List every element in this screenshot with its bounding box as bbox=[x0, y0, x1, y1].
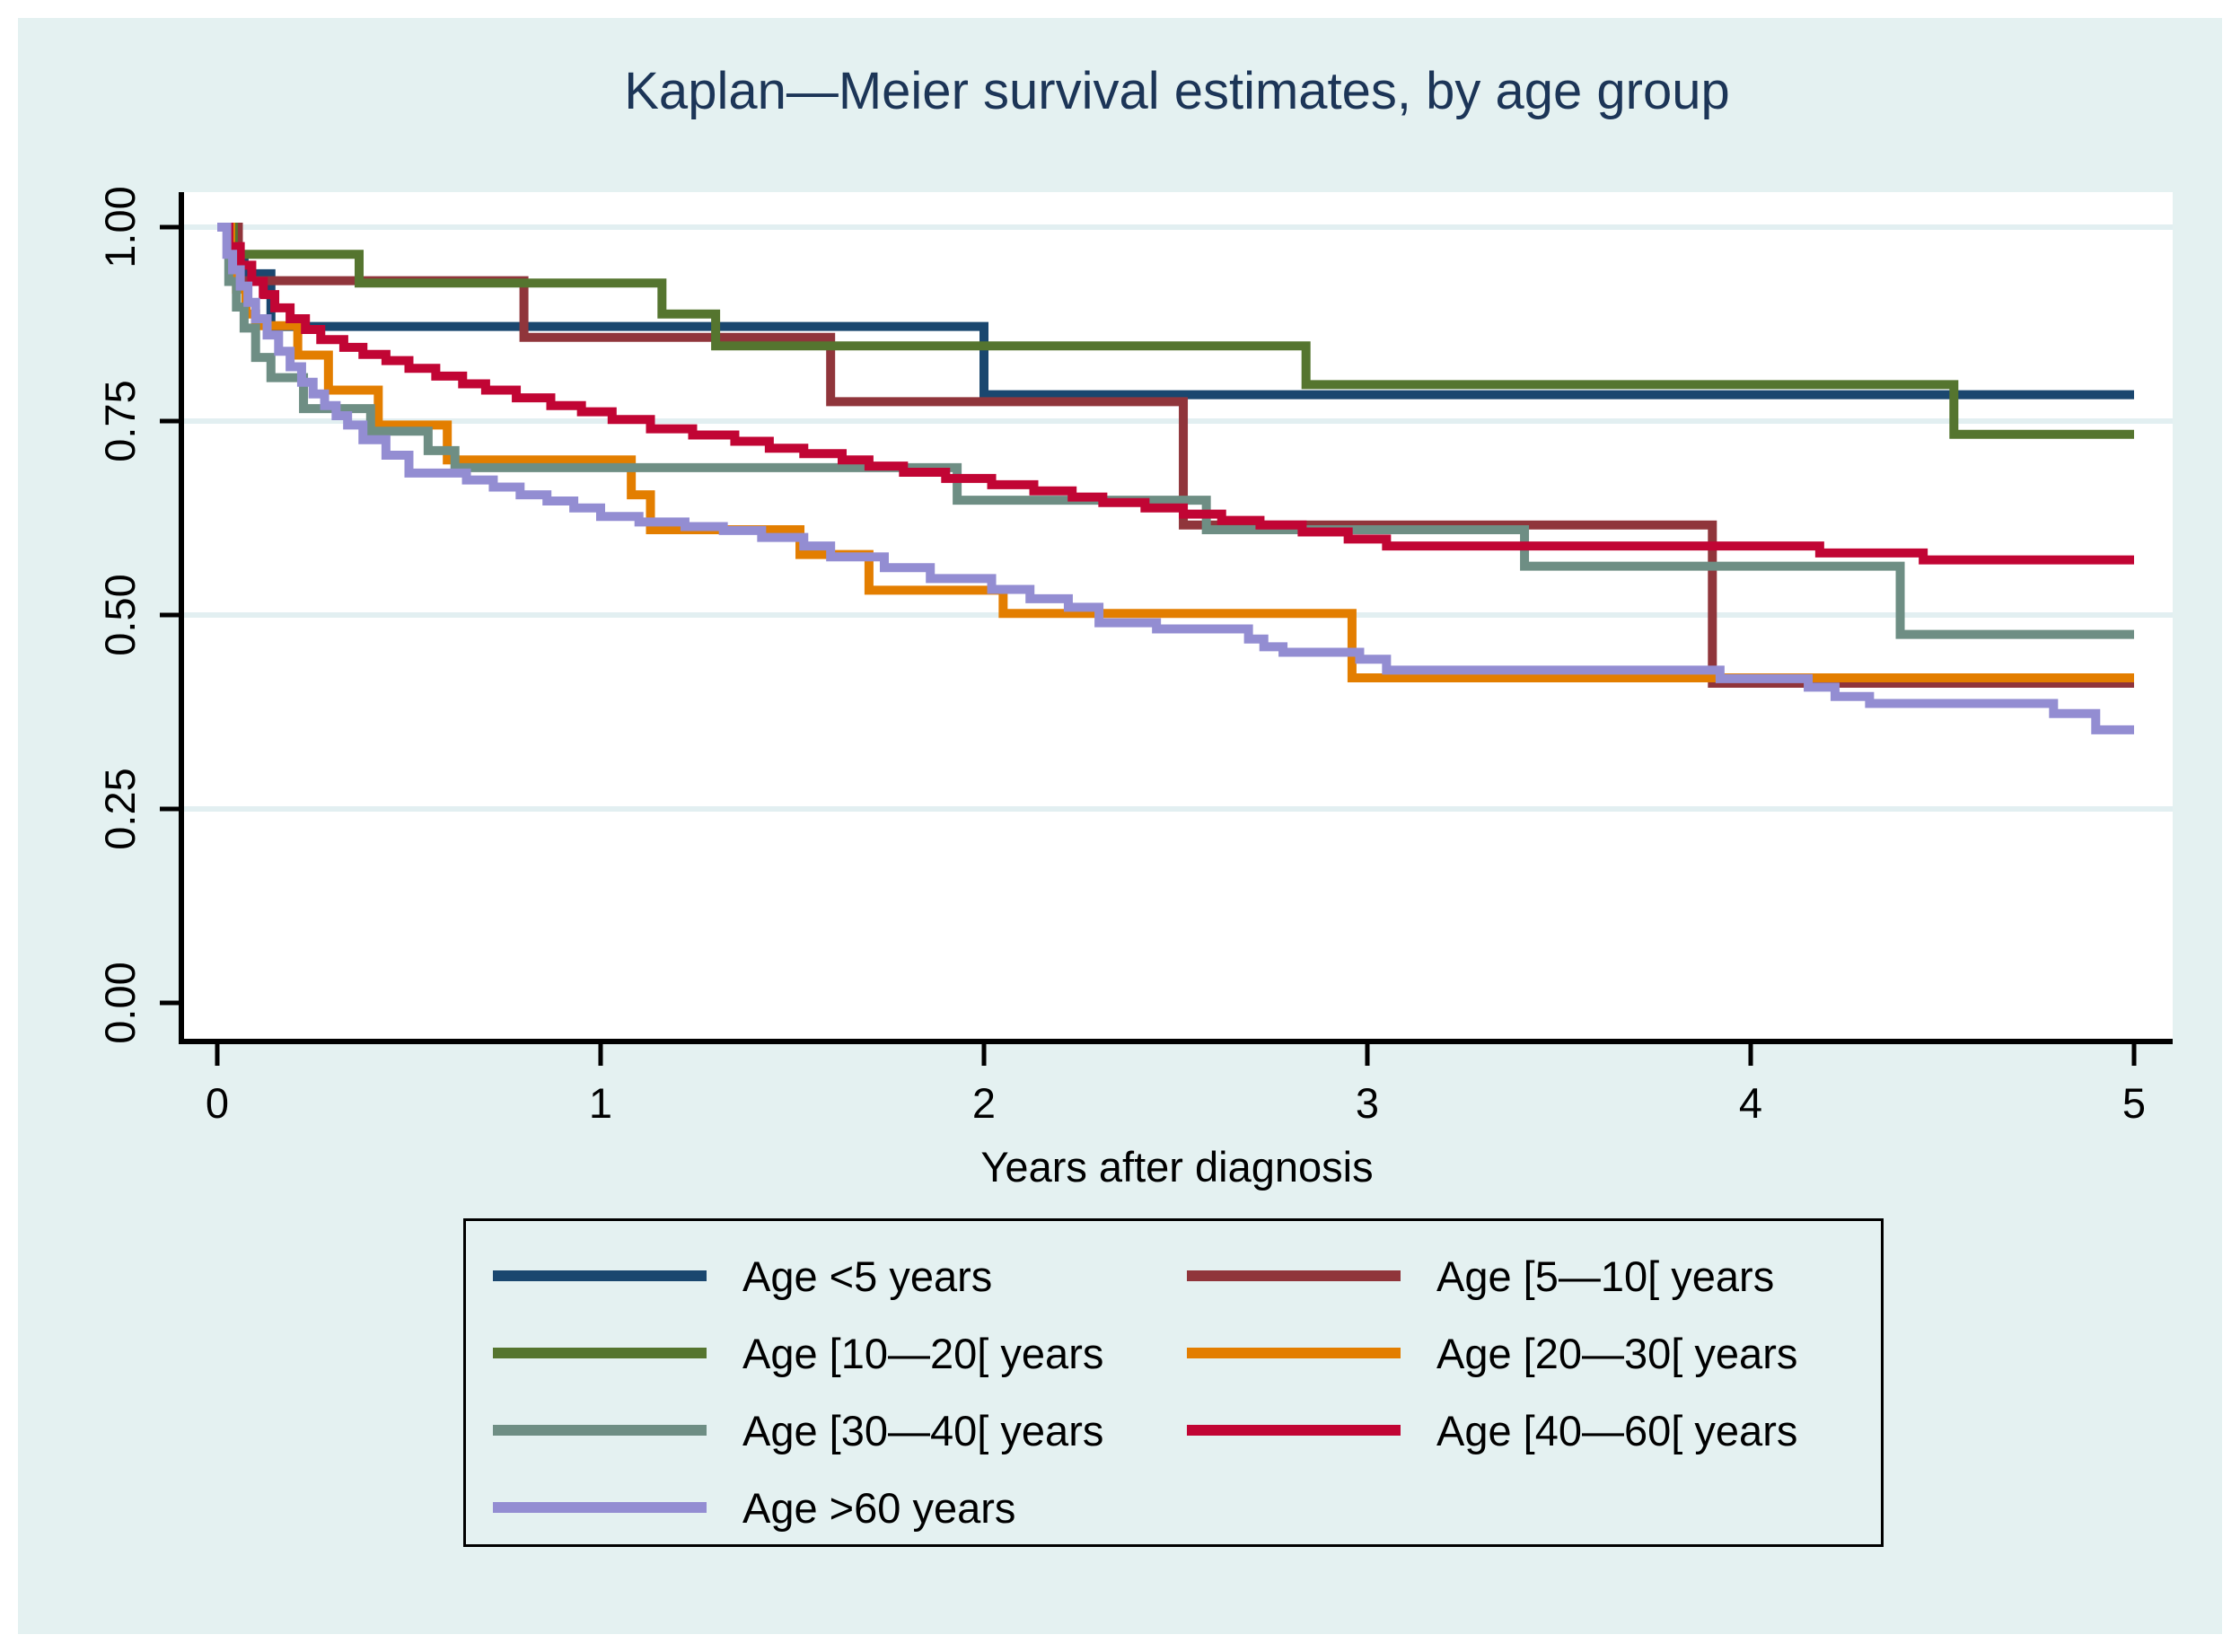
legend-item: Age [5—10[ years bbox=[1187, 1237, 1881, 1314]
legend-label: Age [40—60[ years bbox=[1436, 1406, 1798, 1454]
legend-swatch bbox=[493, 1502, 707, 1513]
series-curve-5 bbox=[217, 223, 2134, 565]
x-tick-label: 3 bbox=[1356, 1079, 1379, 1127]
legend-label: Age >60 years bbox=[742, 1483, 1016, 1532]
y-tick-label: 1.00 bbox=[96, 186, 144, 268]
legend-item: Age <5 years bbox=[493, 1237, 1187, 1314]
legend-label: Age [30—40[ years bbox=[742, 1406, 1104, 1454]
legend-item: Age >60 years bbox=[493, 1469, 1187, 1546]
legend-swatch bbox=[1187, 1348, 1401, 1358]
legend-item: Age [40—60[ years bbox=[1187, 1392, 1881, 1469]
legend-swatch bbox=[493, 1270, 707, 1281]
legend: Age <5 years Age [10—20[ years Age [30—40[… bbox=[463, 1218, 1884, 1547]
legend-swatch bbox=[493, 1425, 707, 1436]
x-tick-label: 4 bbox=[1739, 1079, 1762, 1127]
series-curve-4 bbox=[217, 223, 2134, 639]
legend-label: Age [5—10[ years bbox=[1436, 1252, 1775, 1300]
y-tick-label: 0.25 bbox=[96, 768, 144, 849]
series-curve-2 bbox=[217, 223, 2134, 439]
x-tick-label: 1 bbox=[589, 1079, 612, 1127]
series-curve-0 bbox=[217, 223, 2134, 400]
series-curve-3 bbox=[217, 223, 2134, 682]
y-tick-label: 0.00 bbox=[96, 962, 144, 1043]
y-tick-label: 0.75 bbox=[96, 380, 144, 461]
legend-swatch bbox=[1187, 1425, 1401, 1436]
x-axis-title: Years after diagnosis bbox=[980, 1143, 1374, 1191]
series-curve-6 bbox=[217, 223, 2134, 734]
y-tick-label: 0.50 bbox=[96, 574, 144, 655]
x-tick-label: 5 bbox=[2122, 1079, 2146, 1127]
legend-label: Age [20—30[ years bbox=[1436, 1329, 1798, 1377]
legend-label: Age <5 years bbox=[742, 1252, 993, 1300]
chart-title: Kaplan—Meier survival estimates, by age … bbox=[624, 62, 1730, 120]
x-tick-label: 2 bbox=[972, 1079, 996, 1127]
legend-swatch bbox=[493, 1348, 707, 1358]
legend-item: Age [30—40[ years bbox=[493, 1392, 1187, 1469]
legend-label: Age [10—20[ years bbox=[742, 1329, 1104, 1377]
legend-item: Age [10—20[ years bbox=[493, 1314, 1187, 1392]
legend-swatch bbox=[1187, 1270, 1401, 1281]
x-tick-label: 0 bbox=[206, 1079, 229, 1127]
legend-item: Age [20—30[ years bbox=[1187, 1314, 1881, 1392]
